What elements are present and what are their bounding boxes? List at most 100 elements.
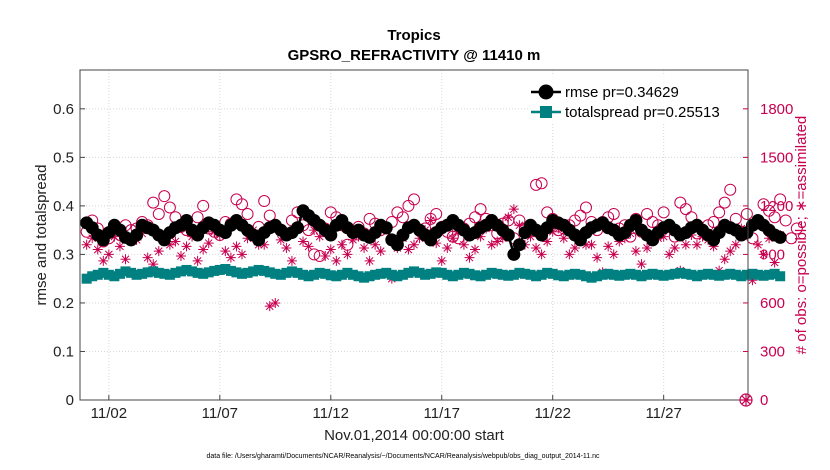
data-point-assimilated xyxy=(564,249,575,260)
data-point-spread xyxy=(475,271,486,282)
chart-title: Tropics xyxy=(387,27,440,44)
left-tick-label: 0.1 xyxy=(53,343,74,360)
data-point-assimilated xyxy=(309,225,320,236)
data-point-possible xyxy=(430,207,443,220)
data-point-assimilated xyxy=(719,254,730,265)
data-point-assimilated xyxy=(342,249,353,260)
data-point-possible xyxy=(147,196,160,209)
data-point-assimilated xyxy=(109,231,120,242)
data-point-spread xyxy=(397,269,408,280)
data-point-possible xyxy=(724,183,737,196)
data-point-spread xyxy=(547,268,558,279)
data-point-spread xyxy=(242,267,253,278)
data-point-spread xyxy=(614,270,625,281)
data-point-spread xyxy=(464,268,475,279)
data-point-possible xyxy=(396,211,409,224)
data-point-spread xyxy=(259,265,270,276)
data-point-spread xyxy=(603,268,614,279)
data-point-spread xyxy=(431,267,442,278)
data-point-spread xyxy=(531,271,542,282)
data-point-assimilated xyxy=(320,251,331,262)
data-point-spread xyxy=(453,269,464,280)
data-point-spread xyxy=(209,265,220,276)
right-tick-label: 600 xyxy=(760,295,785,312)
data-point-assimilated xyxy=(275,234,286,245)
data-point-assimilated xyxy=(436,255,447,266)
data-point-spread xyxy=(181,264,192,275)
data-point-assimilated xyxy=(92,244,103,255)
data-point-spread xyxy=(669,268,680,279)
data-point-spread xyxy=(392,271,403,282)
data-point-spread xyxy=(231,267,242,278)
data-point-spread xyxy=(347,269,358,280)
data-point-rmse xyxy=(773,230,787,244)
data-point-possible xyxy=(163,201,176,214)
left-axis: 0 0.1 0.2 0.3 0.4 0.5 0.6 xyxy=(53,101,85,409)
data-point-possible xyxy=(679,203,692,216)
data-point-assimilated xyxy=(98,255,109,266)
data-point-spread xyxy=(281,267,292,278)
series-1 xyxy=(81,263,786,284)
x-axis: 11/02 11/07 11/12 11/17 11/22 11/27 xyxy=(91,395,682,422)
data-point-spread xyxy=(409,266,419,277)
data-point-assimilated xyxy=(669,242,680,253)
data-point-possible xyxy=(263,209,276,222)
data-point-assimilated xyxy=(425,215,436,226)
left-tick-label: 0.3 xyxy=(53,246,74,263)
data-point-assimilated xyxy=(542,236,553,247)
data-point-spread xyxy=(775,271,786,282)
data-point-spread xyxy=(647,268,658,279)
data-point-assimilated xyxy=(730,239,741,250)
data-point-spread xyxy=(314,267,325,278)
data-point-possible xyxy=(258,195,271,208)
data-point-assimilated xyxy=(769,257,780,268)
data-point-spread xyxy=(275,269,286,280)
data-point-possible xyxy=(657,206,670,219)
data-point-rmse xyxy=(379,221,393,235)
data-point-possible xyxy=(740,207,753,220)
data-point-spread xyxy=(137,268,148,279)
data-point-spread xyxy=(420,269,431,280)
data-point-assimilated xyxy=(181,241,192,252)
data-point-assimilated xyxy=(359,242,370,253)
data-point-assimilated xyxy=(442,242,453,253)
data-point-assimilated xyxy=(536,249,547,260)
data-point-spread xyxy=(370,269,381,280)
data-point-spread xyxy=(87,271,98,282)
data-point-assimilated xyxy=(758,249,769,260)
data-point-spread xyxy=(381,267,392,278)
data-point-assimilated xyxy=(164,239,175,250)
data-point-assimilated xyxy=(447,233,458,244)
data-point-spread xyxy=(170,267,181,278)
data-point-spread xyxy=(253,264,264,275)
data-point-assimilated xyxy=(198,244,209,255)
data-point-assimilated xyxy=(558,233,569,244)
data-point-assimilated xyxy=(608,249,619,260)
data-point-spread xyxy=(126,267,137,278)
legend-box xyxy=(528,76,743,124)
data-point-assimilated xyxy=(220,246,231,257)
data-point-rmse xyxy=(507,247,521,261)
data-point-spread xyxy=(592,271,603,282)
data-point-spread xyxy=(364,271,375,282)
data-point-spread xyxy=(442,269,453,280)
data-point-spread xyxy=(131,269,142,280)
data-point-spread xyxy=(630,269,641,280)
data-point-assimilated xyxy=(630,246,641,257)
data-point-assimilated xyxy=(286,255,297,266)
data-point-assimilated xyxy=(259,239,270,250)
data-point-assimilated xyxy=(586,239,597,250)
data-point-spread xyxy=(414,267,425,278)
data-point-assimilated xyxy=(142,252,153,263)
data-point-possible xyxy=(308,248,321,261)
data-point-assimilated xyxy=(331,255,342,266)
data-point-spread xyxy=(214,264,225,275)
data-point-spread xyxy=(625,268,636,279)
data-point-spread xyxy=(597,269,608,280)
left-tick-label: 0 xyxy=(66,392,74,409)
data-point-spread xyxy=(286,266,297,277)
right-tick-label: 1500 xyxy=(760,149,793,166)
x-tick-label: 11/02 xyxy=(91,405,127,422)
data-point-assimilated xyxy=(203,238,214,249)
data-point-assimilated xyxy=(747,275,758,286)
